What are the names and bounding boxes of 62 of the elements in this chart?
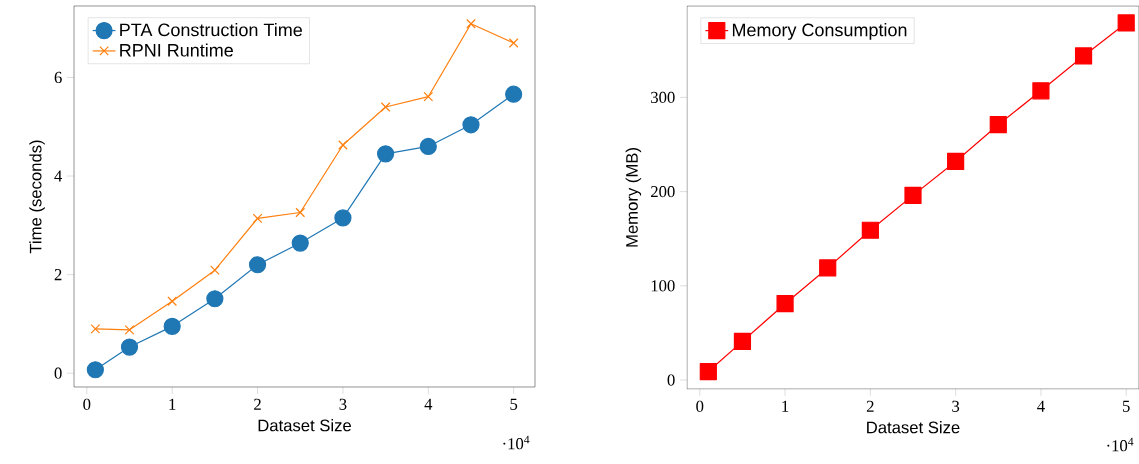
point bbox=[505, 85, 523, 103]
y-tick-label: 0 bbox=[54, 367, 62, 379]
point bbox=[338, 140, 348, 150]
x-tick-label: 0 bbox=[83, 398, 91, 410]
point bbox=[334, 209, 352, 227]
x-tick-label: 3 bbox=[952, 400, 960, 412]
legend-label: PTA Construction Time bbox=[120, 23, 302, 37]
legend-label: RPNI Runtime bbox=[120, 43, 233, 57]
y-tick-label: 100 bbox=[651, 280, 675, 292]
text: ·10$^{4}$ bbox=[503, 435, 530, 450]
x-tick-label: 2 bbox=[254, 398, 261, 410]
point bbox=[380, 102, 391, 112]
point bbox=[252, 213, 263, 224]
point bbox=[776, 295, 794, 313]
x-tick-label: 4 bbox=[1037, 400, 1045, 412]
point bbox=[377, 145, 395, 163]
x-tick-label: 0 bbox=[696, 400, 704, 412]
point bbox=[989, 116, 1007, 134]
x-tick-label: 1 bbox=[169, 398, 176, 410]
y-tick-label: 0 bbox=[667, 374, 675, 386]
point bbox=[508, 38, 519, 48]
x-tick-label: 4 bbox=[424, 398, 433, 410]
point bbox=[90, 323, 101, 334]
point bbox=[947, 152, 965, 171]
x-axis-title: Dataset Size bbox=[867, 421, 960, 434]
x-tick-label: 5 bbox=[1122, 400, 1130, 412]
point bbox=[733, 332, 752, 351]
y-tick-label: 2 bbox=[54, 269, 62, 281]
y-tick-label: 6 bbox=[54, 71, 62, 84]
x-tick-label: 2 bbox=[866, 400, 874, 412]
point bbox=[163, 317, 181, 335]
point bbox=[248, 256, 267, 274]
x-tick-label: 3 bbox=[339, 398, 347, 410]
point bbox=[206, 290, 224, 308]
legend-label: Memory Consumption bbox=[732, 23, 907, 40]
point bbox=[86, 361, 104, 379]
point bbox=[210, 265, 220, 276]
point bbox=[419, 137, 437, 156]
x-axis-title: Dataset Size bbox=[258, 419, 351, 432]
point bbox=[819, 259, 837, 277]
y-tick-label: 300 bbox=[651, 91, 675, 104]
point bbox=[904, 186, 922, 204]
point bbox=[466, 18, 476, 29]
point bbox=[1074, 47, 1093, 65]
point bbox=[295, 207, 306, 218]
y-axis-title: Time (seconds) bbox=[29, 140, 45, 254]
point bbox=[423, 91, 434, 102]
x-tick-label: 5 bbox=[510, 398, 518, 410]
point bbox=[120, 338, 139, 356]
point bbox=[1117, 14, 1135, 32]
y-tick-label: 4 bbox=[54, 170, 63, 182]
point bbox=[699, 362, 717, 381]
point bbox=[291, 234, 309, 252]
text: ·10$^{4}$ bbox=[1107, 437, 1134, 452]
x-tick-label: 1 bbox=[782, 400, 789, 412]
point bbox=[167, 296, 178, 307]
point bbox=[124, 324, 135, 335]
point bbox=[861, 221, 879, 239]
y-axis-title: Memory (MB) bbox=[625, 148, 642, 247]
point bbox=[1032, 82, 1050, 100]
y-tick-label: 200 bbox=[651, 185, 675, 198]
point bbox=[462, 116, 480, 134]
